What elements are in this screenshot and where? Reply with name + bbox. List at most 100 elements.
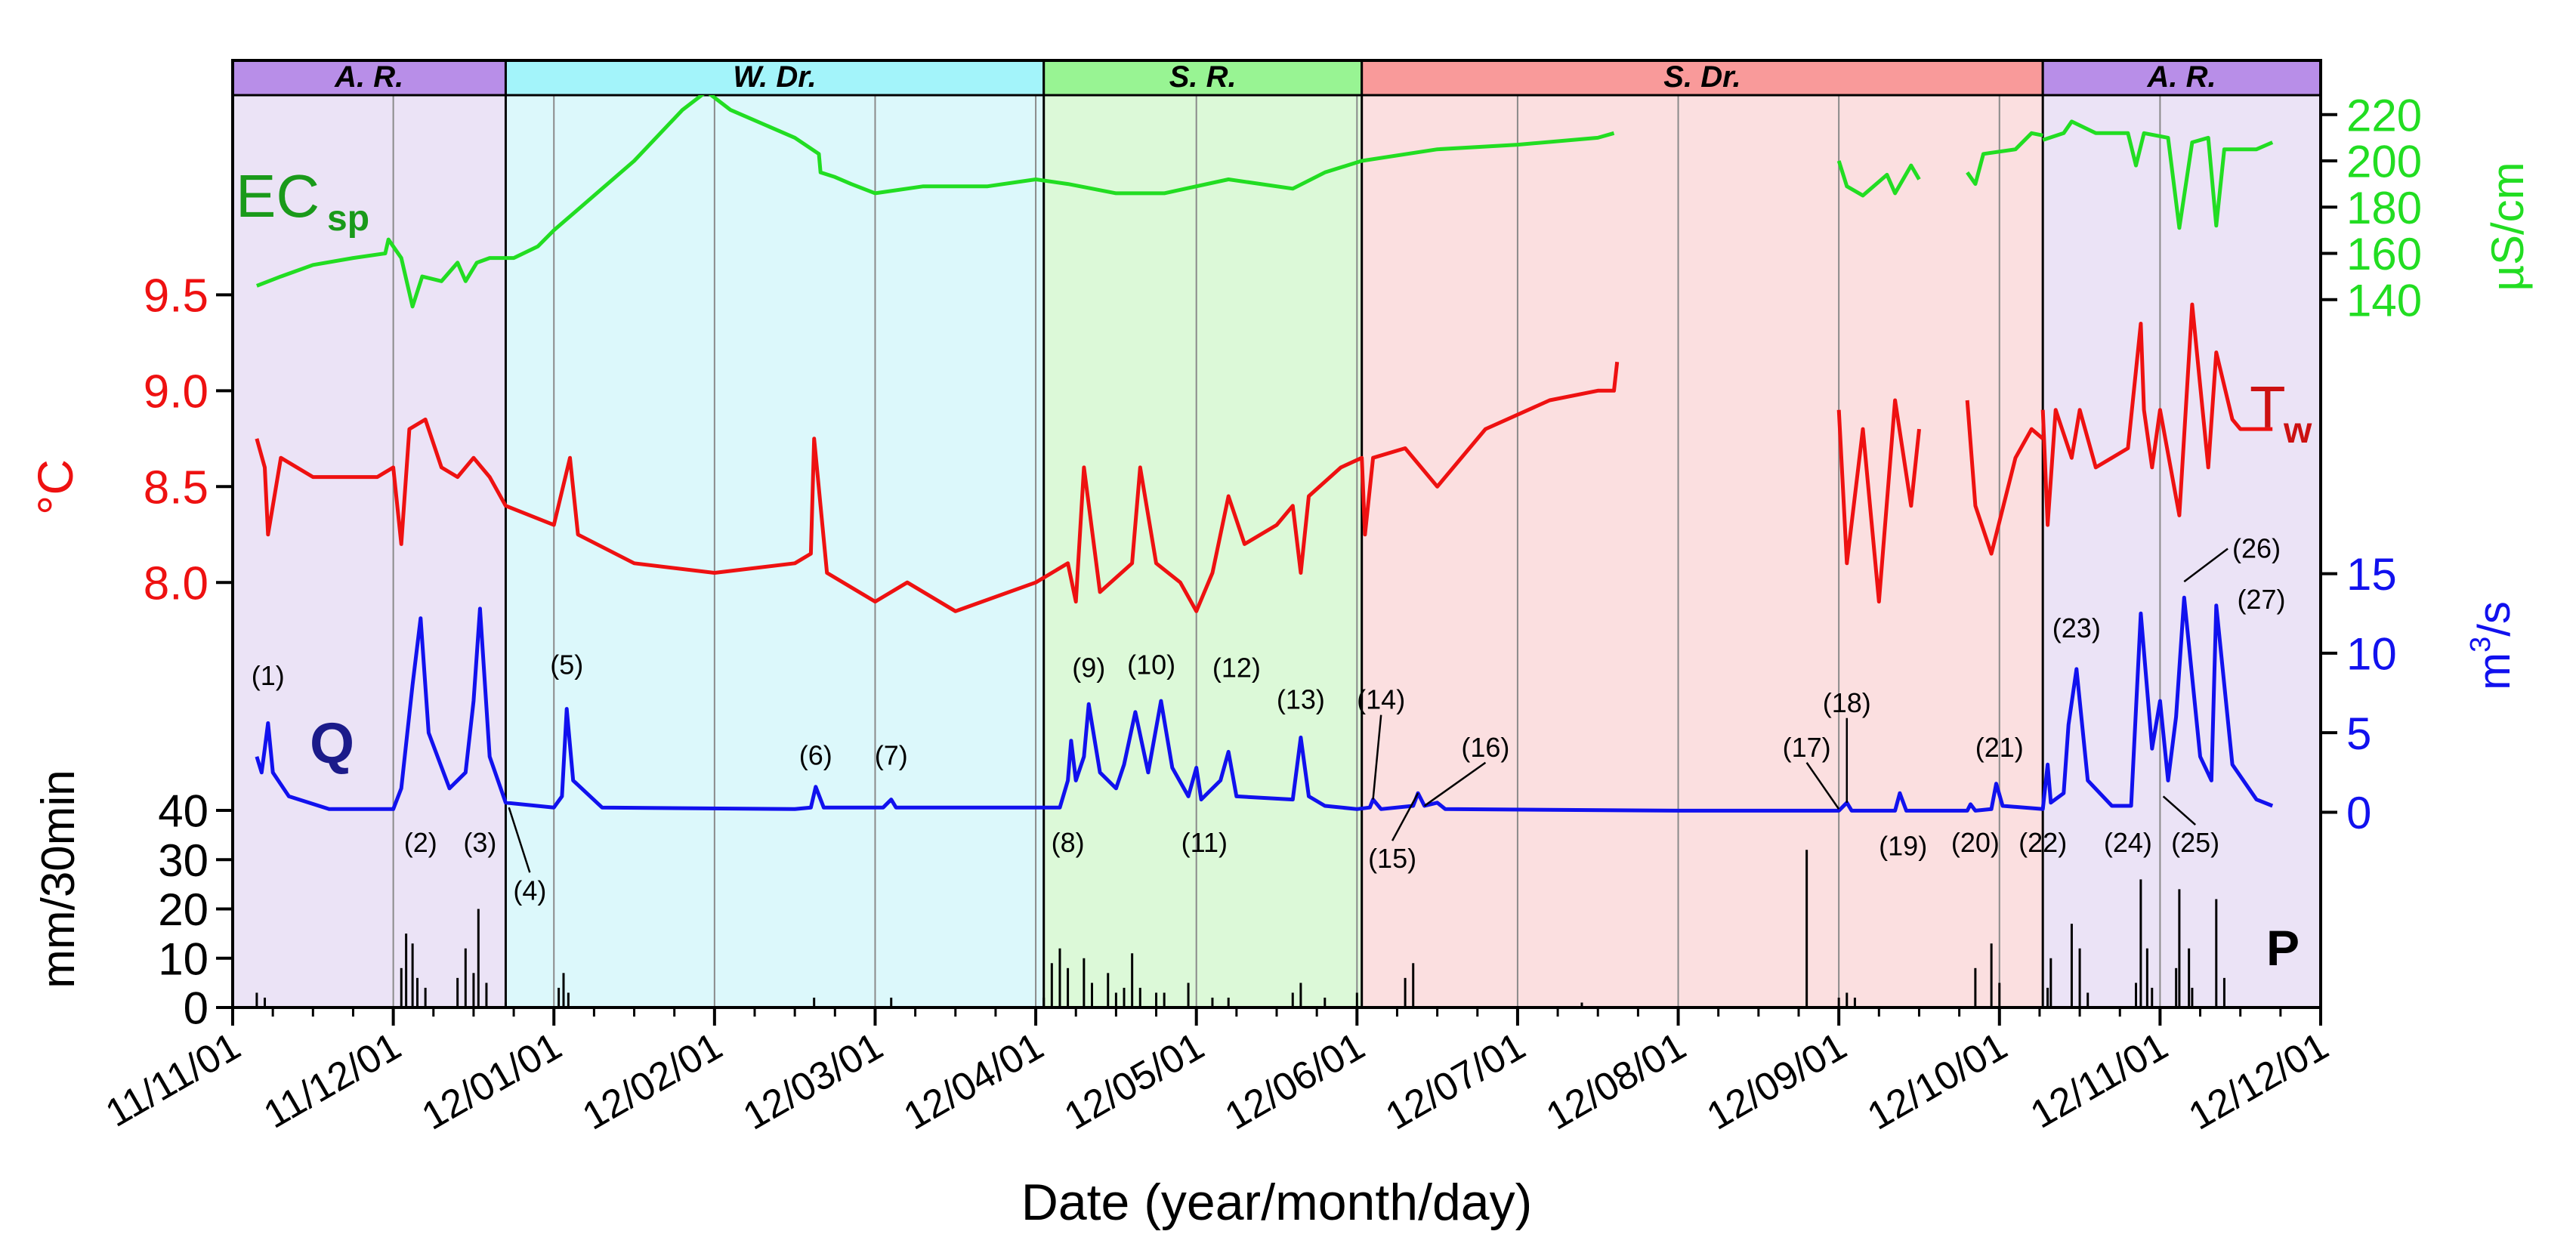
p-tick-label: 30: [158, 835, 208, 886]
period-bar-segment: [2041, 59, 2322, 97]
temp-axis-title: °C: [27, 459, 83, 515]
event-label: (11): [1181, 827, 1228, 858]
q-tick-label: 15: [2346, 549, 2397, 600]
ec-tick-label: 140: [2346, 275, 2422, 326]
x-tick-label: 12/08/01: [1539, 1024, 1693, 1138]
x-tick-label: 12/07/01: [1379, 1024, 1533, 1138]
event-label: (9): [1072, 652, 1105, 683]
event-leader: [1372, 714, 1382, 800]
event-label: (17): [1783, 732, 1831, 763]
period-backgrounds: [233, 95, 2321, 1008]
period-label: S. Dr.: [1663, 60, 1740, 94]
tw-series-label: T: [2250, 374, 2286, 440]
event-leader: [1423, 761, 1487, 807]
event-leader: [2183, 548, 2229, 583]
q-axis-unit-tail: /s: [2469, 601, 2519, 637]
event-leader: [2162, 795, 2196, 826]
series-layer: [255, 95, 2274, 1008]
event-label: (4): [513, 875, 546, 906]
t-line: [1965, 400, 2044, 556]
x-tick-label: 12/01/01: [415, 1024, 569, 1138]
event-label: (12): [1212, 652, 1261, 683]
ec-tick-label: 180: [2346, 183, 2422, 233]
tw-series-label-sub: w: [2283, 411, 2312, 451]
q-axis-unit-sup: 3: [2465, 637, 2497, 653]
event-label: (13): [1277, 684, 1325, 715]
x-tick-label: 12/04/01: [897, 1024, 1051, 1138]
t-tick-label: 9.0: [144, 366, 208, 418]
event-label: (8): [1052, 827, 1085, 858]
ec-tick-label: 160: [2346, 229, 2422, 279]
event-label: (16): [1461, 732, 1509, 763]
x-tick-label: 11/12/01: [257, 1024, 409, 1137]
event-label: (10): [1127, 649, 1175, 680]
period-label: A. R.: [2147, 60, 2216, 94]
ec-series-label: EC: [236, 162, 320, 230]
x-tick-label: 12/02/01: [576, 1024, 730, 1138]
event-label: (5): [550, 649, 583, 680]
t-tick-label: 8.0: [144, 558, 208, 610]
p-axis-title: mm/30min: [32, 770, 85, 988]
ec-axis-title: µS/cm: [2482, 162, 2533, 291]
event-label: (14): [1357, 684, 1405, 715]
x-tick-label: 12/10/01: [1860, 1024, 2014, 1138]
x-tick-label: 12/09/01: [1700, 1024, 1854, 1138]
event-label: (20): [1951, 827, 2000, 858]
event-leader: [1391, 792, 1419, 841]
x-tick-label: 12/03/01: [736, 1024, 890, 1138]
event-label: (3): [463, 827, 496, 858]
ec-series-label-sub: sp: [327, 199, 369, 239]
event-label: (23): [2052, 613, 2101, 643]
q-tick-label: 10: [2346, 628, 2397, 679]
q-axis-unit-main: m: [2469, 653, 2519, 690]
q-tick-label: 5: [2346, 708, 2371, 759]
x-tick-label: 12/06/01: [1218, 1024, 1372, 1138]
event-annotations: (1) (2) (3) (4) (5) (6) (7) (8) (9) (10) (11) (12) (…: [252, 533, 2286, 906]
q-tick-label: 0: [2346, 788, 2371, 838]
t-tick-label: 9.5: [144, 270, 208, 322]
p-tick-label: 0: [184, 983, 208, 1034]
p-tick-label: 10: [158, 933, 208, 984]
period-background: [505, 95, 1044, 1008]
event-label: (22): [2018, 827, 2067, 858]
event-label: (1): [252, 660, 285, 691]
event-label: (27): [2237, 584, 2285, 615]
ec-line: [1966, 131, 2043, 187]
x-tick-label: 12/12/01: [2182, 1024, 2336, 1138]
ec-tick-label: 220: [2346, 90, 2422, 140]
period-label: A. R.: [334, 60, 403, 94]
q-line: [255, 595, 2274, 813]
event-label: (25): [2171, 827, 2219, 858]
event-label: (26): [2232, 533, 2281, 564]
x-tick-label: 12/05/01: [1057, 1024, 1211, 1138]
event-label: (21): [1975, 732, 2024, 763]
event-label: (15): [1368, 843, 1416, 874]
ec-tick-label: 200: [2346, 137, 2422, 187]
q-series-label: Q: [310, 711, 354, 776]
x-axis-title: Date (year/month/day): [1021, 1174, 1533, 1231]
month-gridlines: [392, 95, 2161, 1008]
period-background: [1361, 95, 2043, 1008]
period-background: [2043, 95, 2321, 1008]
event-label: (6): [799, 739, 832, 770]
event-leader: [508, 807, 531, 873]
x-tick-label: 12/11/01: [2023, 1024, 2175, 1137]
ec-line: [2042, 119, 2274, 230]
period-label: W. Dr.: [733, 60, 816, 94]
p-tick-label: 40: [158, 786, 208, 837]
event-leader: [1805, 762, 1840, 810]
p-series-label: P: [2266, 920, 2300, 976]
t-line: [255, 361, 1620, 613]
t-line: [2040, 302, 2273, 527]
event-label: (19): [1879, 830, 1927, 861]
period-bar-segment: [1042, 59, 1364, 97]
x-tick-label: 11/11/01: [98, 1024, 248, 1136]
svg-text:m3/s: m3/s: [2465, 601, 2519, 690]
t-tick-label: 8.5: [144, 462, 208, 514]
event-label: (18): [1823, 687, 1871, 718]
t-line: [1836, 398, 1921, 604]
p-tick-label: 20: [158, 884, 208, 935]
ec-line: [1836, 160, 1921, 198]
